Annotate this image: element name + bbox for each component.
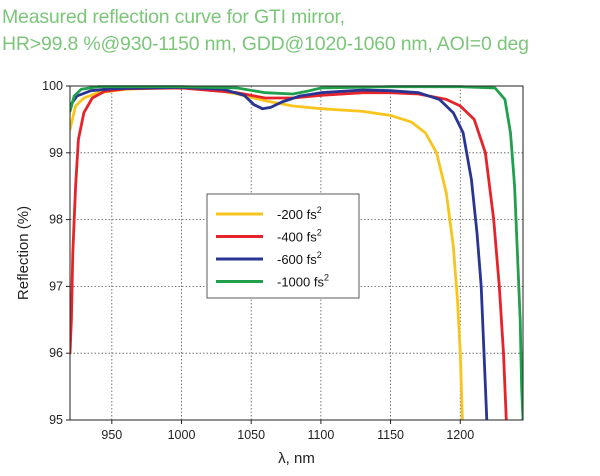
legend-label: -600 fs2 [277,250,322,267]
y-tick-label: 95 [49,413,63,427]
series-lines [70,85,523,420]
legend-label-superscript: 2 [324,273,329,283]
y-tick-label: 97 [49,279,63,293]
x-tick-label: 1050 [237,428,265,442]
y-tick-label: 96 [49,346,63,360]
legend-box [206,193,360,299]
x-tick-label: 950 [101,428,122,442]
x-tick-label: 1000 [168,428,196,442]
legend: -200 fs2 -400 fs2 -600 fs2 -1000 fs2 [206,193,360,299]
x-axis-label: λ, nm [278,450,315,467]
y-axis-label: Reflection (%) [15,206,32,300]
x-tick-label: 1200 [446,428,474,442]
series-line [70,85,523,420]
y-tick-label: 99 [49,146,63,160]
y-tick-label: 98 [49,213,63,227]
x-tick-label: 1100 [307,428,334,442]
legend-label-superscript: 2 [317,205,322,215]
legend-label-superscript: 2 [317,228,322,238]
chart-title: Measured reflection curve for GTI mirror… [2,4,529,58]
chart-title-line-1: Measured reflection curve for GTI mirror… [2,6,345,28]
legend-label: -200 fs2 [277,205,322,222]
legend-label-superscript: 2 [317,250,322,260]
chart-title-line-2: HR>99.8 %@930-1150 nm, GDD@1020-1060 nm,… [2,33,529,55]
legend-label: -400 fs2 [277,228,322,245]
axis-ticks: 950 1000 1050 1100 1150 1200 95 96 97 98 99 100 [42,79,474,442]
y-tick-label: 100 [42,79,63,93]
legend-label: -1000 fs2 [277,273,329,290]
x-tick-label: 1150 [377,428,404,442]
plot-frame [69,85,524,421]
